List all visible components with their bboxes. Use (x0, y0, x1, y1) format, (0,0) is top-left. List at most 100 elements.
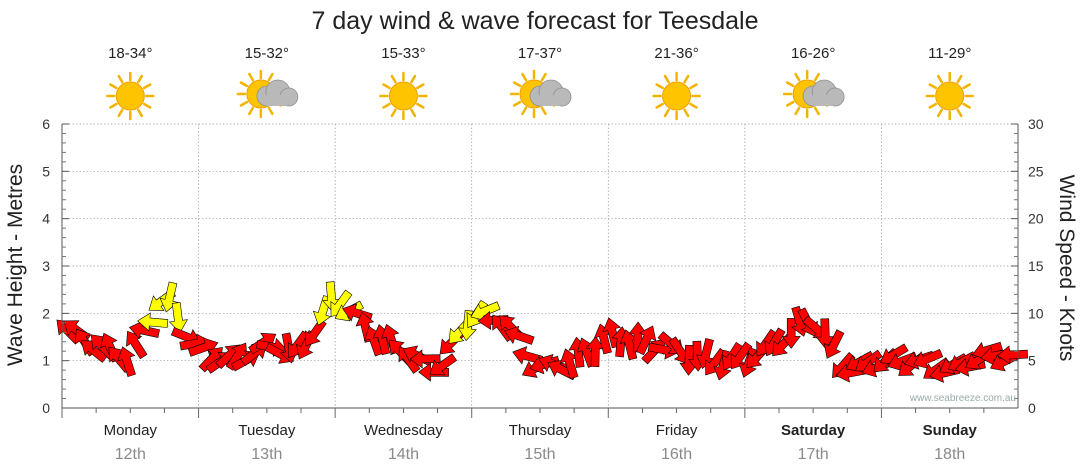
sun-icon (106, 71, 155, 121)
sun-rays (106, 71, 155, 121)
partly-cloudy-icon (782, 69, 845, 119)
sun-ray (689, 102, 698, 109)
sun-ray (683, 108, 690, 118)
credit-text: www.seabreeze.com.au (909, 393, 1016, 404)
sun-ray (117, 108, 124, 118)
wind-arrow (815, 318, 835, 350)
sun-ray (928, 102, 938, 109)
wind-arrow (823, 329, 845, 359)
wind-arrow (429, 353, 458, 376)
sun-icon (925, 71, 974, 121)
sun-ray (239, 81, 249, 88)
day-label: Thursday (509, 422, 572, 439)
right-axis-title: Wind Speed - Knots (1055, 175, 1078, 362)
sun-ray (137, 108, 144, 118)
sun-ray (142, 83, 152, 90)
sun-ray (512, 81, 522, 88)
temperature-range: 11-29° (928, 45, 971, 62)
wind-arrow (559, 348, 579, 380)
left-tick-label: 6 (42, 116, 50, 132)
sun-ray (962, 83, 971, 90)
axes: 0 1 2 3 4 5 6 0 5 10 15 20 25 30 (42, 116, 1044, 418)
partly-cloudy-icon (509, 69, 572, 119)
sun-ray (813, 106, 820, 116)
wind-arrow (913, 348, 944, 369)
cloud-shape (256, 79, 299, 107)
left-tick-label: 0 (42, 400, 50, 416)
sun-ray (794, 72, 801, 82)
sun-ray (794, 106, 801, 116)
cloud-base (262, 95, 291, 106)
sun-rays (925, 71, 974, 121)
wind-arrow (117, 346, 136, 377)
sun-ray (521, 72, 528, 82)
sun-ray (248, 72, 255, 82)
wind-arrow (696, 338, 715, 369)
sun-ray (512, 100, 522, 107)
left-axis-title: Wave Height - Metres (4, 164, 27, 366)
date-label: 15th (524, 446, 555, 463)
sun-ray (390, 108, 397, 118)
left-tick-label: 3 (42, 258, 50, 274)
chart-title: 7 day wind & wave forecast for Teesdale (311, 7, 758, 35)
wind-arrow (997, 345, 1028, 365)
wind-arrow (409, 349, 441, 369)
sun-rays (379, 71, 428, 121)
sun-ray (382, 102, 391, 109)
sun-ray (109, 83, 118, 90)
right-tick-label: 20 (1028, 211, 1044, 227)
sun-icon (379, 71, 428, 121)
day-header-group: 18-34° Monday 12th 15-32° Tuesday 13th 15-33° W… (104, 45, 978, 463)
left-tick-label: 1 (42, 353, 50, 369)
sun-ray (655, 83, 664, 90)
sun-ray (689, 83, 698, 90)
date-label: 16th (661, 446, 692, 463)
sun-ray (410, 108, 417, 118)
sun-ray (683, 74, 690, 84)
temperature-range: 18-34° (108, 45, 152, 62)
sun-ray (382, 83, 391, 90)
sun-ray (936, 108, 943, 118)
date-label: 12th (115, 446, 146, 463)
wind-arrow (128, 320, 160, 340)
right-tick-label: 10 (1028, 305, 1044, 321)
day-column-friday: 21-36° Friday 16th (652, 45, 701, 463)
wind-arrow (585, 336, 605, 367)
date-label: 18th (934, 446, 965, 463)
day-label: Monday (104, 422, 158, 439)
date-label: 14th (388, 446, 419, 463)
sun-disc (935, 81, 965, 111)
right-tick-label: 15 (1028, 258, 1044, 274)
left-tick-label: 2 (42, 305, 50, 321)
sun-ray (956, 108, 963, 118)
sun-ray (142, 102, 152, 109)
left-tick-label: 4 (42, 211, 50, 227)
wind-arrow (504, 325, 535, 345)
wind-arrow (636, 325, 657, 356)
right-tick-label: 5 (1028, 353, 1036, 369)
day-label: Saturday (781, 422, 846, 439)
sun-disc (388, 81, 418, 111)
sun-ray (117, 74, 124, 84)
wind-arrow (126, 330, 148, 360)
wind-arrow (512, 346, 544, 365)
sun-ray (540, 106, 547, 116)
sun-disc (115, 81, 145, 111)
cloud-base (536, 95, 564, 106)
temperature-range: 15-33° (381, 45, 425, 62)
temperature-range: 21-36° (654, 45, 698, 62)
cloud-base (809, 95, 838, 106)
sun-icon (652, 71, 701, 121)
date-label: 17th (798, 446, 829, 463)
right-tick-label: 25 (1028, 163, 1044, 179)
sun-ray (410, 74, 417, 84)
wind-arrows (56, 281, 1028, 383)
sun-ray (663, 74, 670, 84)
day-column-monday: 18-34° Monday 12th (104, 45, 158, 463)
wind-arrow (137, 312, 169, 332)
sun-rays (652, 71, 701, 121)
sun-ray (248, 106, 255, 116)
partly-cloudy-icon (236, 69, 299, 119)
cloud-shape (529, 79, 572, 107)
